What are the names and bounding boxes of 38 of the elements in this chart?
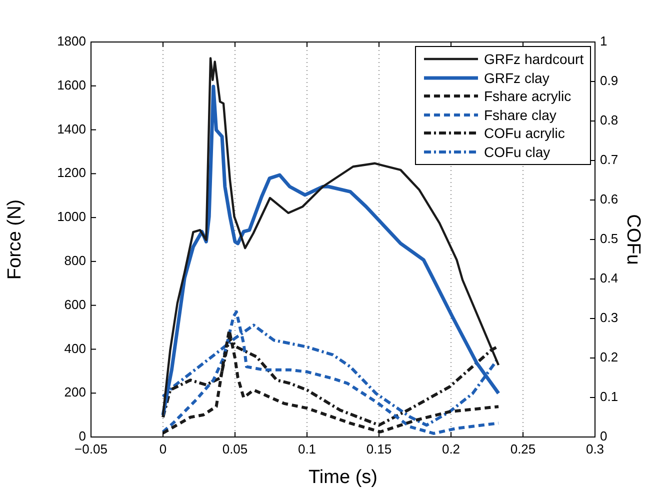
- y-tick-label: 800: [64, 253, 86, 268]
- legend-label: COFu clay: [484, 142, 550, 161]
- y-tick-label: 1600: [57, 77, 86, 92]
- legend-label: GRFz hardcourt: [484, 50, 584, 68]
- x-tick-label: −0.05: [74, 441, 108, 456]
- y2-axis-title: COFu: [622, 214, 644, 265]
- y2-tick-label: 0.9: [600, 73, 618, 88]
- y-tick-label: 1200: [57, 165, 86, 180]
- y2-tick-label: 1: [600, 34, 608, 49]
- legend-label: Fshare clay: [484, 106, 556, 124]
- x-tick-label: 0.15: [366, 441, 392, 456]
- y2-tick-label: 0: [600, 428, 608, 444]
- x-tick-label: 0: [159, 441, 167, 456]
- y2-tick-label: 0.1: [600, 389, 618, 404]
- legend-label: COFu acrylic: [484, 124, 565, 142]
- y2-tick-label: 0.5: [600, 231, 618, 246]
- x-tick-label: 0.05: [222, 441, 248, 456]
- y-tick-label: 600: [64, 296, 86, 312]
- x-tick-label: 0.2: [442, 441, 460, 456]
- y2-tick-label: 0.4: [600, 270, 618, 286]
- y2-tick-label: 0.2: [600, 350, 618, 365]
- y-axis-title: Force (N): [4, 199, 26, 280]
- y2-tick-label: 0.6: [600, 192, 618, 207]
- y2-tick-label: 0.3: [600, 310, 618, 326]
- x-tick-label: 0.3: [586, 441, 604, 456]
- y-tick-label: 1000: [57, 209, 86, 224]
- y-tick-label: 1400: [57, 121, 86, 136]
- x-axis-title: Time (s): [308, 466, 378, 488]
- y-tick-label: 0: [78, 428, 86, 444]
- x-tick-label: 0.1: [298, 441, 316, 456]
- y2-tick-label: 0.7: [600, 152, 618, 168]
- y2-tick-label: 0.8: [600, 112, 618, 128]
- legend-label: GRFz clay: [484, 68, 550, 87]
- y-tick-label: 400: [64, 340, 86, 356]
- y-tick-label: 200: [64, 384, 86, 400]
- x-tick-label: 0.25: [510, 441, 536, 456]
- legend-label: Fshare acrylic: [484, 87, 572, 106]
- y-tick-label: 1800: [57, 34, 86, 49]
